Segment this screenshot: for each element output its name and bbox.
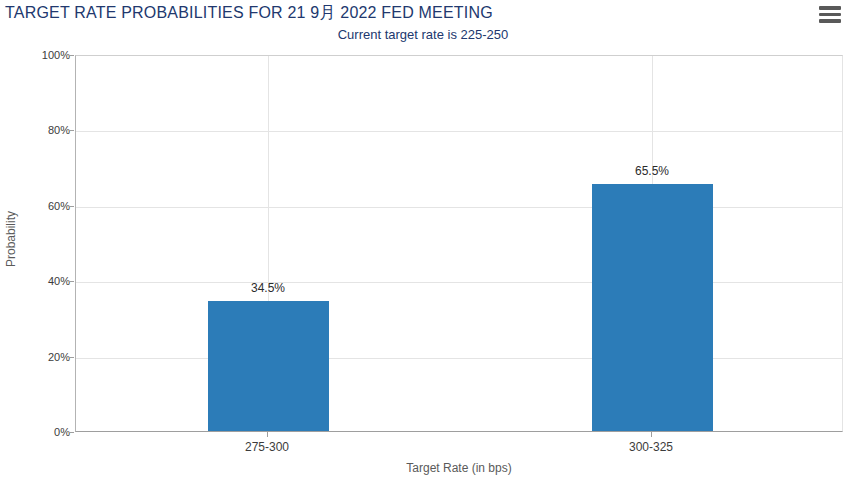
y-tick-label: 20% — [48, 351, 70, 363]
hamburger-bar — [819, 13, 841, 17]
y-tick-label: 40% — [48, 275, 70, 287]
y-axis-title: Probability — [4, 189, 18, 289]
x-tick-label: 300-325 — [629, 440, 673, 454]
y-tick-mark — [69, 206, 74, 207]
bar-275-300[interactable] — [208, 301, 329, 431]
y-tick-label: 100% — [42, 49, 70, 61]
hamburger-bar — [819, 6, 841, 10]
hamburger-bar — [819, 19, 841, 23]
horizontal-gridline — [76, 207, 842, 208]
bar-value-label: 65.5% — [635, 164, 669, 178]
y-tick-mark — [69, 357, 74, 358]
y-tick-mark — [69, 55, 74, 56]
plot-area: Q 34.5%65.5% — [75, 55, 843, 432]
chart-subtitle: Current target rate is 225-250 — [0, 27, 846, 42]
y-tick-label: 80% — [48, 124, 70, 136]
bar-value-label: 34.5% — [251, 281, 285, 295]
x-axis-title: Target Rate (in bps) — [75, 461, 843, 475]
y-tick-mark — [69, 130, 74, 131]
chart-page: { "header": { "title": "TARGET RATE PROB… — [0, 0, 846, 481]
horizontal-gridline — [76, 131, 842, 132]
y-tick-label: 0% — [54, 426, 70, 438]
chart-title: TARGET RATE PROBABILITIES FOR 21 9月 2022… — [5, 3, 493, 24]
y-tick-mark — [69, 281, 74, 282]
horizontal-gridline — [76, 358, 842, 359]
y-tick-mark — [69, 432, 74, 433]
y-tick-label: 60% — [48, 200, 70, 212]
hamburger-menu-icon[interactable] — [819, 6, 841, 23]
bar-300-325[interactable] — [592, 184, 713, 431]
x-tick-label: 275-300 — [245, 440, 289, 454]
horizontal-gridline — [76, 282, 842, 283]
x-tick-mark — [267, 432, 268, 437]
x-tick-mark — [651, 432, 652, 437]
